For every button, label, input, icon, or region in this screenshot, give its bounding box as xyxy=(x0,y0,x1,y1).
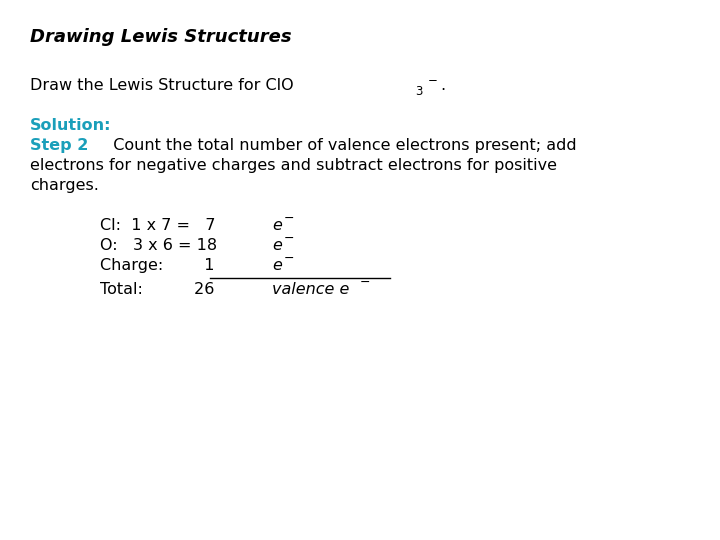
Text: −: − xyxy=(360,276,371,289)
Text: Charge:        1: Charge: 1 xyxy=(100,258,220,273)
Text: electrons for negative charges and subtract electrons for positive: electrons for negative charges and subtr… xyxy=(30,158,557,173)
Text: −: − xyxy=(284,212,294,225)
Text: Drawing Lewis Structures: Drawing Lewis Structures xyxy=(30,28,292,46)
Text: Total:          26: Total: 26 xyxy=(100,282,220,297)
Text: valence e: valence e xyxy=(272,282,349,297)
Text: O:   3 x 6 = 18: O: 3 x 6 = 18 xyxy=(100,238,222,253)
Text: −: − xyxy=(428,74,438,87)
Text: Count the total number of valence electrons present; add: Count the total number of valence electr… xyxy=(103,138,577,153)
Text: Solution:: Solution: xyxy=(30,118,112,133)
Text: −: − xyxy=(284,232,294,245)
Text: −: − xyxy=(284,252,294,265)
Text: Step 2: Step 2 xyxy=(30,138,89,153)
Text: Draw the Lewis Structure for ClO: Draw the Lewis Structure for ClO xyxy=(30,78,294,93)
Text: e: e xyxy=(272,218,282,233)
Text: Cl:  1 x 7 =   7: Cl: 1 x 7 = 7 xyxy=(100,218,220,233)
Text: .: . xyxy=(440,78,445,93)
Text: 3: 3 xyxy=(415,85,423,98)
Text: charges.: charges. xyxy=(30,178,99,193)
Text: e: e xyxy=(272,238,282,253)
Text: e: e xyxy=(272,258,282,273)
